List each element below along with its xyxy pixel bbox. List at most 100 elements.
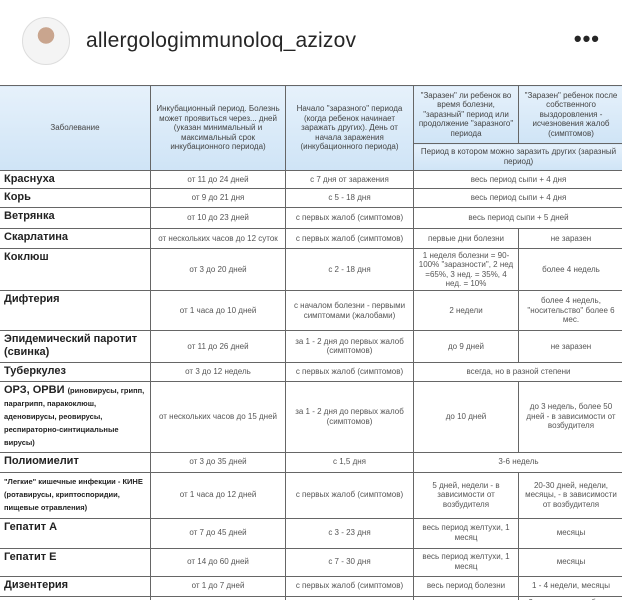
post-image: Заболевание Инкубационный период. Болезн… (0, 85, 622, 600)
contagious-after-cell: более 4 недель (518, 248, 622, 292)
contagious-start-cell: с первых жалоб (симптомов) (285, 595, 414, 600)
contagious-period-cell: 3-6 недель (413, 451, 622, 473)
contagious-start-cell: с первых жалоб (симптомов) (285, 575, 414, 597)
disease-name: Полиомиелит (0, 451, 151, 473)
contagious-start-cell: с 7 - 30 дня (285, 547, 414, 577)
incubation-cell: от 3 до 35 дней (150, 451, 286, 473)
incubation-cell: от нескольких часов до 12 суток (150, 228, 286, 250)
contagious-after-cell: месяцы (518, 547, 622, 577)
disease-label: Гепатит Е (4, 550, 57, 563)
contagious-after-cell: не заразен (518, 330, 622, 363)
disease-label: Туберкулез (4, 364, 66, 377)
table-row: Скарлатина от нескольких часов до 12 суто… (0, 228, 622, 250)
disease-label: Ветрянка (4, 210, 55, 223)
table-row: Туберкулез от 3 до 12 недель с первых жало… (0, 361, 622, 382)
disease-name: Ветрянка (0, 207, 151, 230)
incubation-cell: от 11 до 26 дней (150, 330, 286, 363)
incubation-cell: от 1 до 7 дней (150, 575, 286, 597)
contagious-start-cell: с 3 - 23 дня (285, 517, 414, 549)
header-disease: Заболевание (0, 85, 151, 171)
contagious-during-cell: 1 неделя болезни = 90-100% "заразности",… (413, 248, 519, 292)
table-row: Полиомиелит от 3 до 35 дней с 1,5 дня 3-6 н… (0, 451, 622, 473)
contagious-period-cell: всегда, но в разной степени (413, 361, 622, 382)
disease-name: Скарлатина (0, 228, 151, 250)
table-row: Эпидемический паротит (свинка) от 11 до 2… (0, 330, 622, 363)
contagious-start-cell: с 1,5 дня (285, 451, 414, 473)
disease-label: Эпидемический паротит (свинка) (4, 333, 138, 359)
disease-note: (риновирусы, грипп, парагрипп, паракоклю… (4, 385, 145, 448)
contagious-during-cell: 2 недели (413, 290, 519, 332)
contagious-during-cell: весь период болезни (413, 595, 519, 600)
contagious-start-cell: с 5 - 18 дня (285, 188, 414, 209)
disease-label: Сальмонеллез (4, 599, 85, 600)
disease-label: Дифтерия (4, 293, 60, 306)
disease-name: Сальмонеллез (0, 595, 151, 600)
contagious-start-cell: с первых жалоб (симптомов) (285, 471, 414, 519)
incubation-table: Заболевание Инкубационный период. Болезн… (0, 85, 622, 600)
disease-label: Краснуха (4, 173, 55, 185)
disease-name: Дизентерия (0, 575, 151, 597)
incubation-cell: от 11 до 24 дней (150, 169, 286, 190)
disease-name: Эпидемический паротит (свинка) (0, 330, 151, 363)
incubation-cell: от 14 до 60 дней (150, 547, 286, 577)
table-row: Корь от 9 до 21 дня с 5 - 18 дня весь перио… (0, 188, 622, 209)
disease-name: Гепатит А (0, 517, 151, 549)
incubation-cell: от 2 часов до 3 дней (150, 595, 286, 600)
contagious-after-cell: месяцы (518, 517, 622, 549)
contagious-period-cell: весь период сыпи + 4 дня (413, 169, 622, 190)
incubation-cell: от 3 до 20 дней (150, 248, 286, 292)
incubation-cell: от нескольких часов до 15 дней (150, 380, 286, 453)
disease-name: Краснуха (0, 169, 151, 190)
header-start: Начало "заразного" периода (когда ребено… (285, 85, 414, 171)
incubation-cell: от 7 до 45 дней (150, 517, 286, 549)
disease-label: Скарлатина (4, 231, 69, 244)
contagious-during-cell: 5 дней, недели - в зависимости от возбуд… (413, 471, 519, 519)
incubation-cell: от 3 до 12 недель (150, 361, 286, 382)
table-row: Гепатит А от 7 до 45 дней с 3 - 23 дня весь… (0, 517, 622, 549)
contagious-start-cell: за 1 - 2 дня до первых жалоб (симптомов) (285, 380, 414, 453)
disease-note: "Легкие" кишечные инфекции - КИНЕ (ротав… (4, 476, 143, 512)
contagious-period-cell: весь период сыпи + 4 дня (413, 188, 622, 209)
table-row: Гепатит Е от 14 до 60 дней с 7 - 30 дня вес… (0, 547, 622, 577)
header-during: "Заразен" ли ребенок во время болезни, "… (413, 85, 519, 144)
table-row: Дифтерия от 1 часа до 10 дней с началом бо… (0, 290, 622, 332)
disease-name: ОРЗ, ОРВИ (риновирусы, грипп, парагрипп,… (0, 380, 151, 453)
disease-label: Полиомиелит (4, 454, 79, 467)
contagious-after-cell: более 4 недель, "носительство" более 6 м… (518, 290, 622, 332)
disease-name: "Легкие" кишечные инфекции - КИНЕ (ротав… (0, 471, 151, 519)
table-row: Коклюш от 3 до 20 дней с 2 - 18 дня 1 недел… (0, 248, 622, 292)
contagious-start-cell: с первых жалоб (симптомов) (285, 361, 414, 382)
table-row: Ветрянка от 10 до 23 дней с первых жалоб (… (0, 207, 622, 230)
contagious-during-cell: весь период болезни (413, 575, 519, 597)
disease-name: Коклюш (0, 248, 151, 292)
username-link[interactable]: allergologimmunoloq_azizov (86, 29, 357, 52)
contagious-after-cell: не заразен (518, 228, 622, 250)
contagious-start-cell: за 1 - 2 дня до первых жалоб (симптомов) (285, 330, 414, 363)
incubation-cell: от 1 часа до 12 дней (150, 471, 286, 519)
contagious-start-cell: с первых жалоб (симптомов) (285, 207, 414, 230)
contagious-after-cell: до 3 недель, более 50 дней - в зависимос… (518, 380, 622, 453)
avatar[interactable] (22, 17, 70, 65)
header-period: Период в котором можно заразить других (… (413, 143, 622, 171)
contagious-after-cell: 3 недели, далее более года 1 - 5% (518, 595, 622, 600)
contagious-after-cell: 20-30 дней, недели, месяцы, - в зависимо… (518, 471, 622, 519)
disease-label: Корь (4, 191, 31, 204)
table-row: Дизентерия от 1 до 7 дней с первых жалоб (… (0, 575, 622, 597)
more-horizontal-icon[interactable]: ••• (573, 26, 600, 51)
incubation-cell: от 9 до 21 дня (150, 188, 286, 209)
contagious-during-cell: весь период желтухи, 1 месяц (413, 547, 519, 577)
disease-name: Корь (0, 188, 151, 209)
contagious-after-cell: 1 - 4 недели, месяцы (518, 575, 622, 597)
post-header: allergologimmunoloq_azizov ••• (0, 0, 622, 82)
contagious-during-cell: до 9 дней (413, 330, 519, 363)
disease-label: Коклюш (4, 251, 49, 264)
table-row: ОРЗ, ОРВИ (риновирусы, грипп, парагрипп,… (0, 380, 622, 453)
contagious-during-cell: до 10 дней (413, 380, 519, 453)
contagious-start-cell: с 7 дня от заражения (285, 169, 414, 190)
contagious-period-cell: весь период сыпи + 5 дней (413, 207, 622, 230)
contagious-start-cell: с началом болезни - первыми симптомами (… (285, 290, 414, 332)
header-incubation: Инкубационный период. Болезнь может проя… (150, 85, 286, 171)
contagious-during-cell: весь период желтухи, 1 месяц (413, 517, 519, 549)
header-after: "Заразен" ребенок после собственного выз… (518, 85, 622, 144)
